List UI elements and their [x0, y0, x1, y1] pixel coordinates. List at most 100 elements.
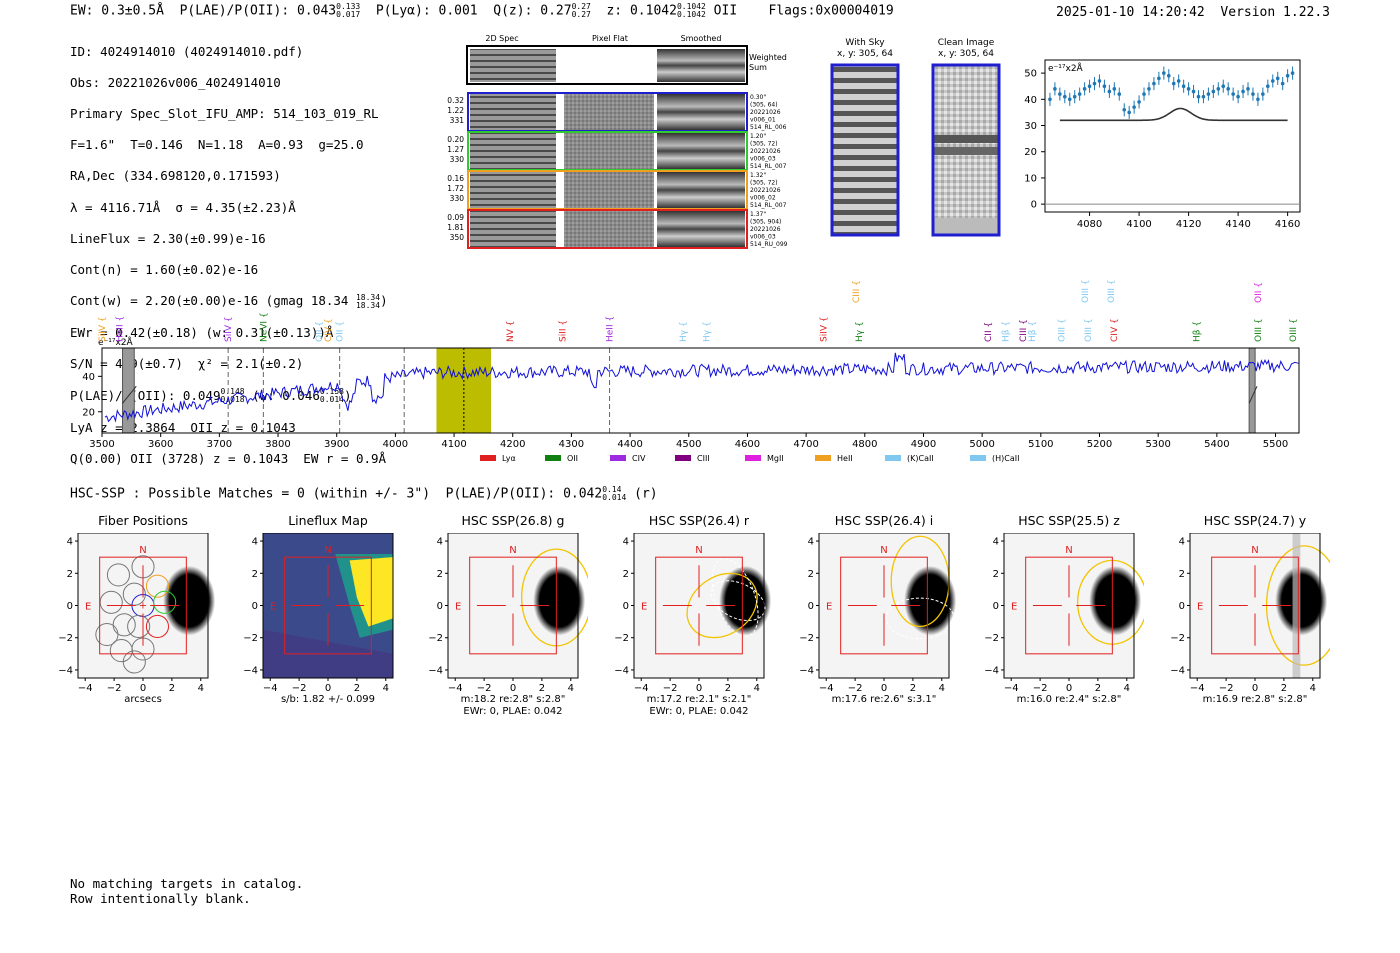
fit-data-point	[1261, 92, 1265, 96]
emission-line-label: SiIV {	[224, 316, 234, 342]
panel-ytick-label: 0	[623, 601, 629, 612]
panel-title-5: HSC SSP(26.4) i	[834, 513, 934, 528]
fit-data-point	[1251, 92, 1255, 96]
info-id: ID: 4024914010 (4024914010.pdf)	[70, 43, 304, 59]
stripe-artifact	[1292, 533, 1301, 678]
spec-ytick-label: 20	[82, 407, 95, 418]
fit-xtick-label: 4100	[1126, 219, 1151, 230]
panel-ytick-label: −4	[428, 665, 443, 676]
cutout-right-label: (305, 64)	[750, 102, 778, 109]
redshift-value: z: 0.1042	[606, 3, 677, 19]
weighted-sum-label: Weighted	[749, 53, 787, 62]
fit-xtick-label: 4140	[1225, 219, 1250, 230]
panel-caption-5: m:17.6 re:2.6" s:3.1"	[831, 694, 937, 705]
svg-text:CIII: CIII	[697, 454, 710, 463]
panel-ytick-label: 2	[437, 569, 443, 580]
emission-line-label: NV {	[506, 321, 516, 342]
image-panel-3: N E 4 −4 2 −2 0 0 −2 2 −4 4	[428, 533, 588, 694]
panel-title-2: Lineflux Map	[288, 513, 368, 528]
fit-data-point	[1236, 94, 1240, 99]
panel-title-3: HSC SSP(26.8) g	[461, 513, 565, 528]
image-panel-1: + N E 4 −4 2 −2 0 0 −2 2 −4 4	[58, 533, 216, 694]
image-panel-5: N E 4 −4 2 −2 0 0 −2 2 −4 4	[799, 533, 957, 694]
panel-ytick-label: 2	[993, 569, 999, 580]
cutout-left-label: 330	[450, 155, 465, 164]
cutout-flat-1	[564, 94, 654, 130]
panel-xtick-label: 2	[539, 683, 545, 694]
with-sky-title: With Sky x, y: 305, 64	[837, 38, 893, 59]
panel-ytick-label: −2	[243, 633, 258, 644]
panel-xtick-label: 4	[939, 683, 945, 694]
cutout-2d-4	[470, 211, 556, 247]
north-label: N	[509, 545, 516, 556]
fit-data-point	[1275, 76, 1280, 81]
image-panel-4: N E 4 −4 2 −2 0 0 −2 2 −4 4	[614, 533, 772, 694]
cutout-border-4	[467, 209, 748, 249]
emission-line-label: CII {	[984, 322, 994, 342]
cutout-right-label: v006_03	[750, 156, 776, 163]
fit-data-point	[1063, 94, 1067, 99]
legend-item: OII	[545, 454, 578, 463]
spec-xtick-label: 4100	[441, 439, 466, 450]
panel-ytick-label: −4	[614, 665, 629, 676]
east-label: E	[641, 602, 647, 613]
redshift-line: OII	[713, 3, 738, 19]
panel-xtick-label: −2	[477, 683, 492, 694]
north-label: N	[139, 545, 146, 556]
fit-ytick-label: 30	[1024, 121, 1037, 132]
svg-text:(K)CaII: (K)CaII	[907, 454, 934, 463]
svg-text:Lyα: Lyα	[502, 454, 516, 463]
panel-ytick-label: 0	[1179, 601, 1185, 612]
hsc-summary: HSC-SSP : Possible Matches = 0 (within +…	[70, 485, 658, 502]
emission-line-label: SiIV {	[98, 316, 108, 342]
panel-xtick-label: 4	[198, 683, 204, 694]
panel-ytick-label: 2	[1179, 569, 1185, 580]
panel-caption-6: m:16.0 re:2.4" s:2.8"	[1016, 694, 1122, 705]
panel-ytick-label: 4	[808, 537, 814, 548]
fit-data-point	[1290, 71, 1295, 75]
panel-xtick-label: 0	[696, 683, 702, 694]
spec-xtick-label: 4900	[911, 439, 936, 450]
panel-ytick-label: −2	[428, 633, 443, 644]
cutout-right-label: v006_03	[750, 234, 776, 241]
fit-data-point	[1270, 79, 1275, 83]
panel-ytick-label: −2	[984, 633, 999, 644]
fiber-circle	[153, 590, 177, 614]
fit-data-point	[1152, 81, 1156, 86]
cutout-right-label: (305, 72)	[750, 141, 778, 148]
spec-xtick-label: 5200	[1087, 439, 1112, 450]
panel-xtick-label: 4	[568, 683, 574, 694]
cutout-right-label: 20221026	[750, 109, 781, 116]
detection-info: ID: 4024914010 (4024914010.pdf) Obs: 202…	[70, 28, 388, 482]
emission-line-label: Hγ {	[702, 321, 712, 342]
emission-line-label: HeII {	[116, 316, 126, 342]
fit-data-point	[1092, 81, 1097, 86]
bright-source	[1275, 565, 1328, 636]
panel-xtick-label: 2	[910, 683, 916, 694]
east-label: E	[85, 602, 91, 613]
fit-data-point	[1231, 92, 1235, 96]
info-slot: Primary Spec_Slot_IFU_AMP: 514_103_019_R…	[70, 105, 379, 121]
cutout-right-label: 514_RU_099	[750, 241, 788, 248]
panel-title-7: HSC SSP(24.7) y	[1203, 513, 1307, 528]
legend-item: (K)CaII	[885, 454, 934, 463]
emission-line-label: CIII {	[1019, 319, 1029, 342]
header-right: 2025-01-10 14:20:42 Version 1.22.3	[1056, 5, 1330, 20]
bright-source	[163, 565, 216, 636]
spec-ytick-label: 40	[82, 372, 95, 383]
panel-xtick-label: 2	[1281, 683, 1287, 694]
cutout-right-label: 514_RL_006	[750, 124, 787, 131]
source-aperture-ellipse	[686, 572, 758, 639]
fit-data-point	[1226, 87, 1231, 91]
north-label: N	[324, 545, 331, 556]
spec-xtick-label: 4400	[617, 439, 642, 450]
panel-ytick-label: 0	[252, 601, 258, 612]
cutout-smooth-2	[657, 133, 745, 169]
east-label: E	[826, 602, 832, 613]
spec-xtick-label: 4800	[852, 439, 877, 450]
plae-header: P(LAE)/P(OII): 0.043	[179, 3, 337, 19]
spec-xtick-label: 4300	[559, 439, 584, 450]
panel-ytick-label: 4	[623, 537, 629, 548]
